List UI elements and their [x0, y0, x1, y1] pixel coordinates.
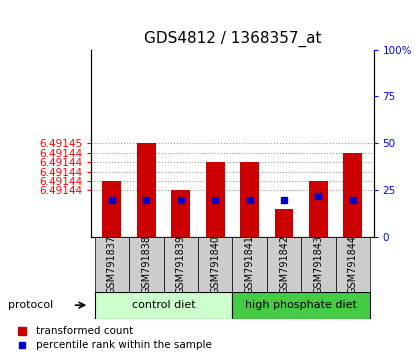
Bar: [198, 237, 232, 292]
Bar: [301, 237, 336, 292]
Text: GSM791838: GSM791838: [142, 235, 151, 294]
Text: GSM791843: GSM791843: [313, 235, 323, 294]
Text: GSM791837: GSM791837: [107, 235, 117, 294]
Bar: [240, 162, 259, 237]
Bar: [206, 162, 225, 237]
Bar: [129, 237, 164, 292]
Bar: [232, 237, 267, 292]
Bar: [137, 143, 156, 237]
Bar: [232, 292, 370, 319]
Text: GSM791840: GSM791840: [210, 235, 220, 294]
Text: percentile rank within the sample: percentile rank within the sample: [36, 340, 212, 350]
Bar: [171, 190, 190, 237]
Bar: [103, 181, 122, 237]
Text: control diet: control diet: [132, 300, 195, 310]
Text: GSM791841: GSM791841: [244, 235, 255, 294]
Text: GSM791844: GSM791844: [348, 235, 358, 294]
Bar: [275, 209, 293, 237]
Text: transformed count: transformed count: [36, 326, 133, 336]
Bar: [309, 181, 328, 237]
Text: protocol: protocol: [8, 300, 54, 310]
Text: high phosphate diet: high phosphate diet: [245, 300, 357, 310]
Bar: [95, 292, 232, 319]
Title: GDS4812 / 1368357_at: GDS4812 / 1368357_at: [144, 30, 321, 47]
Bar: [164, 237, 198, 292]
Bar: [267, 237, 301, 292]
Bar: [95, 237, 129, 292]
Text: GSM791839: GSM791839: [176, 235, 186, 294]
Text: GSM791842: GSM791842: [279, 235, 289, 294]
Bar: [336, 237, 370, 292]
Bar: [343, 153, 362, 237]
